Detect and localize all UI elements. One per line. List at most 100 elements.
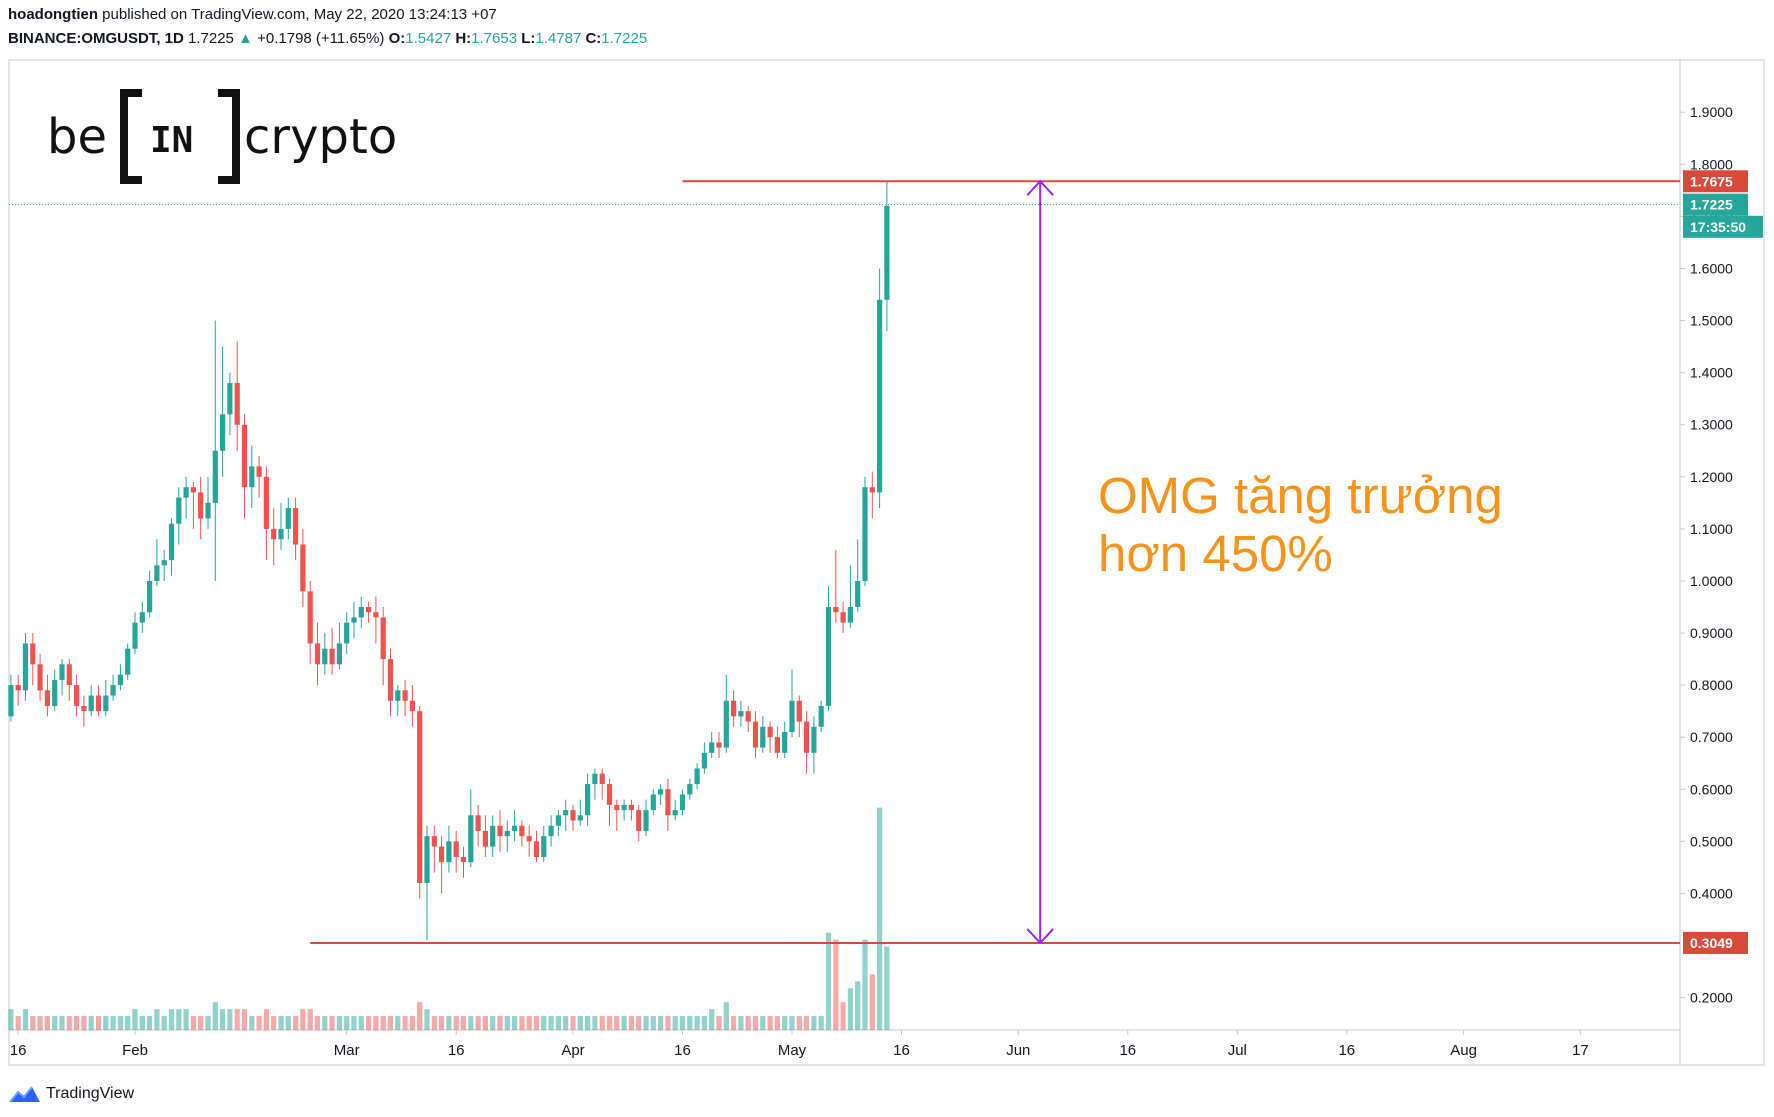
volume-bar	[431, 1016, 437, 1030]
tradingview-footer[interactable]: TradingView	[8, 1084, 134, 1104]
plot-frame	[8, 59, 1765, 1066]
symbol-label: BINANCE:OMGUSDT, 1D	[8, 30, 184, 47]
volume-bar	[731, 1016, 737, 1030]
volume-bar	[263, 1009, 269, 1030]
candle-body	[548, 825, 554, 837]
candle-body	[256, 466, 262, 477]
volume-bar	[234, 1009, 240, 1030]
x-tick-label: Feb	[122, 1042, 148, 1059]
volume-bar	[52, 1016, 58, 1030]
volume-bar	[241, 1009, 248, 1030]
volume-bar	[190, 1016, 196, 1030]
volume-bar	[117, 1016, 123, 1030]
logo-bracket-right-icon	[218, 89, 240, 184]
volume-bar	[745, 1016, 751, 1030]
candle-body	[723, 700, 729, 748]
candle-body	[314, 643, 321, 665]
price-labels: 1.7675 1.7225 17:35:50 0.3049	[1683, 170, 1763, 954]
volume-bar	[110, 1016, 116, 1030]
volume-bar	[161, 1016, 167, 1030]
volume-bar	[88, 1016, 94, 1030]
candle-body	[300, 544, 306, 592]
volume-bar	[847, 988, 853, 1030]
publisher-name[interactable]: hoadongtien	[8, 6, 98, 23]
volume-bar	[44, 1016, 50, 1030]
candle-body	[628, 804, 634, 811]
volume-bar	[840, 1002, 846, 1030]
candle-body	[344, 622, 350, 644]
candle-body	[592, 773, 598, 785]
volume-bar	[139, 1016, 145, 1030]
candle-body	[322, 648, 328, 665]
y-tick-label: 0.2000	[1690, 990, 1733, 1006]
candle-body	[37, 664, 43, 691]
candle-body	[176, 497, 182, 524]
volume-bar	[30, 1016, 36, 1030]
volume-bar	[672, 1016, 678, 1030]
y-tick-label: 1.9000	[1690, 104, 1733, 120]
candle-body	[570, 810, 576, 821]
candle-body	[490, 825, 496, 847]
candle-body	[701, 752, 707, 769]
volume-bar	[446, 1016, 452, 1030]
candle-body	[380, 617, 386, 660]
arrow-head-up-icon	[1026, 179, 1054, 196]
candle-body	[877, 299, 883, 493]
volume-bar	[855, 981, 861, 1030]
volume-bar	[548, 1016, 554, 1030]
candle-body	[804, 721, 810, 753]
candle-body	[636, 810, 642, 831]
candle-body	[249, 466, 255, 488]
volume-bar	[22, 1009, 29, 1030]
x-tick-label: Jun	[1006, 1042, 1030, 1059]
candle-body	[205, 502, 211, 519]
candle-body	[468, 815, 474, 863]
volume-bar	[526, 1016, 532, 1030]
candle-body	[424, 836, 430, 884]
high-label: H:	[455, 30, 472, 47]
volume-bar	[585, 1016, 591, 1030]
high-value: 1.7653	[471, 30, 518, 47]
candle-body	[869, 487, 875, 493]
candle-body	[132, 622, 138, 649]
candle-body	[789, 700, 795, 732]
price-label-text: 0.3049	[1690, 935, 1733, 951]
candle-body	[497, 825, 503, 837]
volume-bar	[37, 1016, 43, 1030]
logo-text-in: IN	[150, 120, 193, 161]
volume-bar	[555, 1016, 561, 1030]
candle-body	[606, 784, 613, 805]
volume-bar	[738, 1016, 744, 1030]
volume-bar	[373, 1016, 379, 1030]
candle-body	[533, 841, 540, 857]
volume-bar	[220, 1009, 226, 1030]
candle-body	[555, 815, 561, 826]
candle-body	[709, 742, 715, 753]
volume-bar	[577, 1016, 583, 1030]
candle-body	[650, 794, 656, 811]
candle-body	[8, 685, 14, 717]
candle-body	[409, 700, 415, 712]
volume-bar	[504, 1016, 510, 1030]
candle-body	[234, 383, 240, 425]
up-triangle-icon: ▲	[238, 30, 253, 47]
candle-body	[293, 508, 299, 545]
candle-body	[220, 414, 226, 451]
volume-bar	[314, 1016, 321, 1030]
price-label-bg	[1683, 215, 1763, 238]
volume-bar	[570, 1016, 576, 1030]
y-tick-label: 1.6000	[1690, 260, 1733, 276]
candle-body	[745, 711, 751, 722]
published-text: published on TradingView.com, May 22, 20…	[102, 6, 497, 23]
x-tick-label: Apr	[561, 1042, 584, 1059]
candle-body	[526, 836, 532, 842]
candle-body	[15, 685, 21, 691]
close-label: C:	[585, 30, 602, 47]
y-tick-label: 0.6000	[1690, 781, 1733, 797]
volume-bar	[344, 1016, 350, 1030]
low-value: 1.4787	[535, 30, 582, 47]
volume-bar	[278, 1016, 284, 1030]
candle-body	[614, 804, 620, 811]
volume-bar	[563, 1016, 569, 1030]
